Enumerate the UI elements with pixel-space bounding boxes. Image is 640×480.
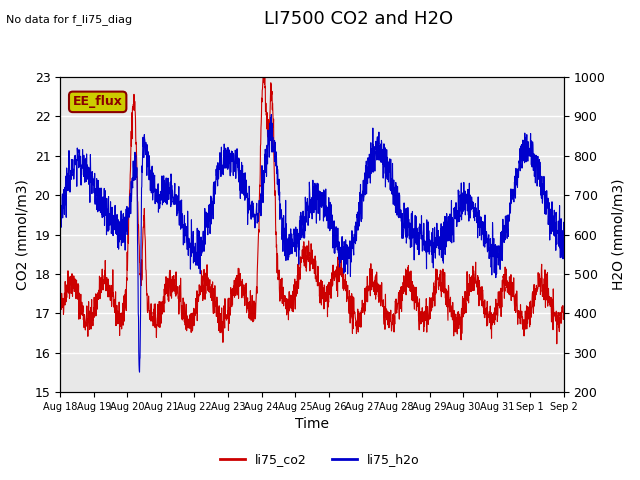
Text: No data for f_li75_diag: No data for f_li75_diag [6, 14, 132, 25]
X-axis label: Time: Time [295, 418, 329, 432]
Text: LI7500 CO2 and H2O: LI7500 CO2 and H2O [264, 10, 453, 28]
Legend: li75_co2, li75_h2o: li75_co2, li75_h2o [215, 448, 425, 471]
Text: EE_flux: EE_flux [73, 96, 123, 108]
Y-axis label: CO2 (mmol/m3): CO2 (mmol/m3) [15, 179, 29, 290]
Y-axis label: H2O (mmol/m3): H2O (mmol/m3) [611, 179, 625, 290]
